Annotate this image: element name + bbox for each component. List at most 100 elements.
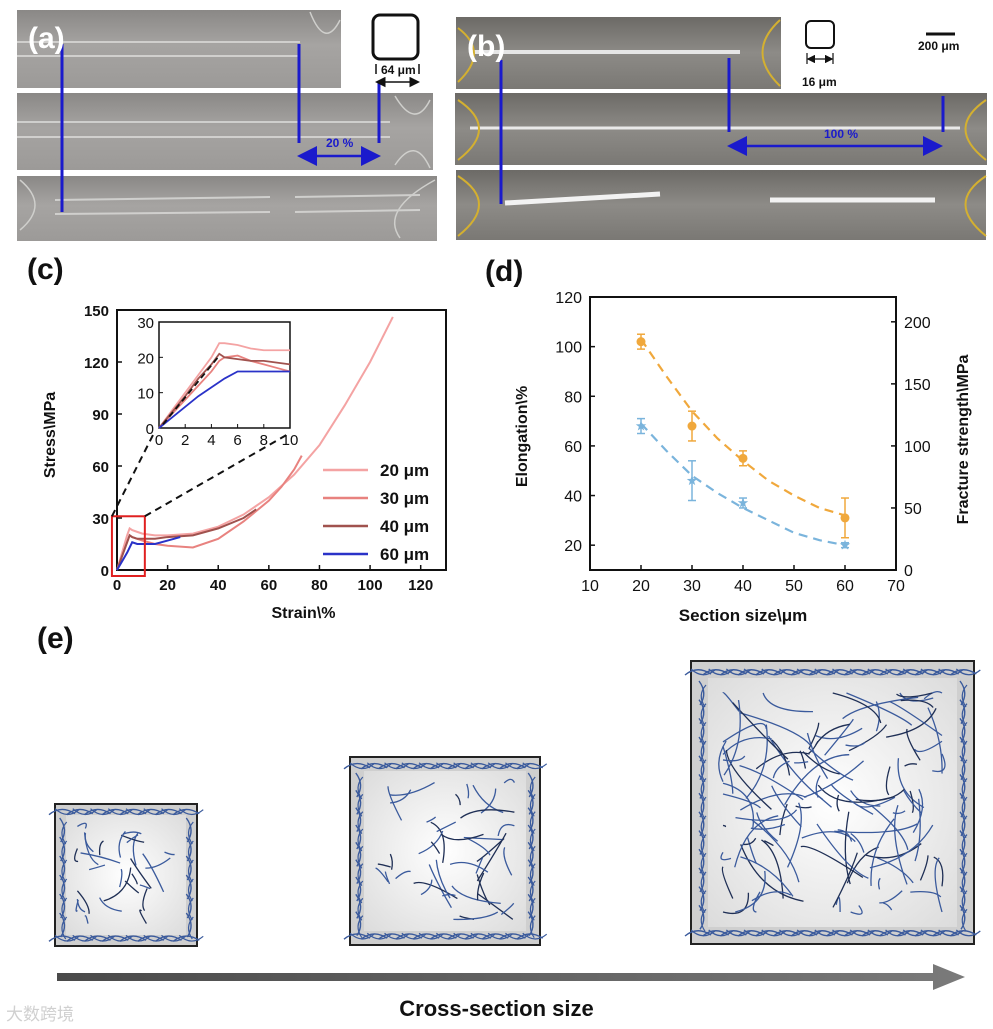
fiber — [412, 762, 440, 770]
fiber — [740, 856, 794, 897]
inset-series-20μm — [158, 342, 290, 429]
fiber — [74, 848, 79, 863]
fiber — [389, 853, 393, 870]
zoom-box — [110, 515, 146, 577]
fiber — [955, 929, 981, 937]
legend-label: 40 μm — [380, 517, 429, 536]
fiber — [61, 859, 68, 883]
legend-label: 60 μm — [380, 545, 429, 564]
fiber — [123, 831, 142, 835]
inset-x-tick-label: 4 — [207, 432, 215, 449]
fiber — [919, 855, 929, 881]
fiber — [61, 878, 68, 902]
cross-section-large — [684, 660, 981, 945]
fiber — [826, 930, 853, 937]
fiber — [752, 891, 761, 913]
x-tick-label: 40 — [210, 577, 227, 594]
data-point — [840, 513, 850, 523]
fiber — [442, 893, 456, 897]
blue-markers-b — [499, 58, 945, 204]
plot-frame-d — [589, 296, 897, 571]
data-point — [635, 420, 647, 431]
y-tick-label-left: 20 — [564, 538, 582, 555]
y-axis-label-right: Fracture strength\MPa — [955, 354, 972, 524]
fiber — [384, 871, 391, 885]
fiber — [850, 832, 865, 853]
fiber-strands-a — [17, 41, 421, 215]
x-tick-label: 10 — [581, 578, 599, 595]
inset-modulus-line — [162, 356, 219, 426]
fiber — [700, 796, 707, 820]
fiber — [737, 930, 765, 937]
inset-y-tick-label: 30 — [137, 315, 154, 332]
fiber — [722, 824, 727, 828]
y-tick-label: 60 — [92, 459, 109, 476]
fiber — [472, 784, 504, 814]
fiber — [430, 841, 441, 854]
y-axis-label: Stress\MPa — [42, 392, 59, 478]
fiber — [722, 722, 767, 743]
data-point — [738, 453, 748, 463]
fiber — [875, 701, 880, 732]
fiber — [961, 908, 968, 932]
inset-y-tick-label: 0 — [146, 421, 154, 438]
fiber — [700, 703, 707, 727]
fiber — [447, 762, 475, 770]
fiber — [139, 909, 147, 924]
fiber — [955, 668, 981, 676]
x-axis-label: Strain\% — [271, 605, 335, 622]
fiber — [529, 915, 536, 938]
fiber — [343, 762, 371, 770]
y-tick-label-left: 60 — [564, 439, 582, 456]
chart-c: 0 20 40 60 80 100 1200306090120150Strain\%Stre… — [42, 303, 447, 622]
fiber — [684, 930, 712, 937]
fiber — [842, 696, 919, 720]
fiber — [934, 857, 943, 913]
fiber — [66, 808, 94, 816]
fiber — [84, 915, 89, 924]
x-tick-label: 100 — [358, 577, 383, 594]
y-axis-label-left: Elongation\% — [514, 386, 531, 487]
fiber — [894, 804, 908, 885]
fiber — [808, 930, 836, 937]
cross-section-arrow — [57, 964, 965, 990]
fiber — [814, 792, 832, 808]
fiber — [801, 831, 856, 843]
fiber — [795, 805, 812, 809]
fiber — [751, 891, 792, 902]
fiber — [126, 834, 139, 844]
fiber — [961, 703, 968, 727]
fiber — [500, 902, 515, 916]
fiber — [879, 890, 903, 904]
cross-section-small — [48, 803, 204, 947]
fibers-medium — [343, 762, 548, 940]
fiber — [865, 843, 922, 859]
fiber — [876, 857, 914, 884]
fiber — [808, 669, 836, 676]
fiber — [77, 822, 87, 829]
fiber — [145, 857, 171, 869]
fiber — [137, 808, 165, 816]
fiber — [99, 897, 122, 912]
x-tick-label: 30 — [683, 578, 701, 595]
fiber — [799, 750, 807, 769]
panel-label-b: (b) — [467, 30, 506, 63]
fiber — [848, 724, 888, 752]
fiber — [440, 833, 484, 841]
y-tick-label-left: 100 — [555, 340, 582, 357]
inset-y-tick-label: 20 — [137, 350, 154, 367]
fiber — [846, 692, 913, 726]
fiber — [164, 851, 175, 856]
fiber — [84, 808, 111, 816]
fiber — [387, 786, 403, 821]
fiber — [118, 868, 123, 888]
fiber — [719, 930, 747, 937]
fiber — [720, 851, 732, 861]
inset-x-tick-label: 6 — [233, 432, 241, 449]
fiber — [771, 785, 802, 828]
fiber — [896, 669, 924, 676]
fiber — [721, 866, 734, 899]
fiber — [178, 808, 204, 816]
y-tick-label: 120 — [84, 355, 109, 372]
